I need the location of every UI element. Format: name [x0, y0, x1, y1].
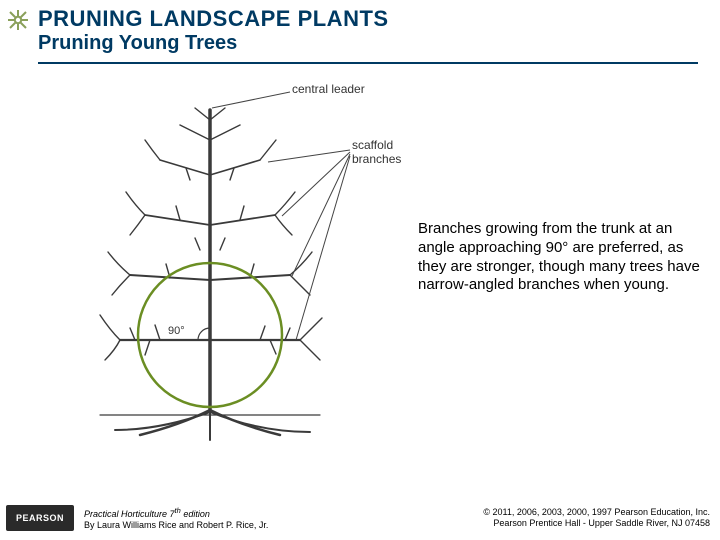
title-main: PRUNING LANDSCAPE PLANTS [38, 6, 700, 32]
copyright: © 2011, 2006, 2003, 2000, 1997 Pearson E… [483, 507, 710, 518]
body-paragraph: Branches growing from the trunk at an an… [418, 220, 708, 295]
label-central-leader: central leader [292, 82, 365, 96]
tree-diagram: central leader scaffold branches 90° [60, 80, 400, 460]
edition-word: edition [181, 509, 210, 519]
book-title: Practical Horticulture 7 [84, 509, 175, 519]
footer-right: © 2011, 2006, 2003, 2000, 1997 Pearson E… [483, 507, 710, 529]
address: Pearson Prentice Hall - Upper Saddle Riv… [483, 518, 710, 529]
header-rule [38, 62, 698, 64]
slide-footer: PEARSON Practical Horticulture 7th editi… [0, 496, 720, 540]
pearson-logo: PEARSON [6, 505, 74, 531]
footer-left: Practical Horticulture 7th edition By La… [84, 506, 268, 531]
authors: By Laura Williams Rice and Robert P. Ric… [84, 520, 268, 531]
label-angle: 90° [168, 325, 185, 337]
label-scaffold-1: scaffold [352, 138, 393, 152]
bullet-asterisk-icon [6, 8, 30, 32]
title-sub: Pruning Young Trees [38, 32, 700, 55]
slide-header: PRUNING LANDSCAPE PLANTS Pruning Young T… [38, 6, 700, 55]
label-scaffold-2: branches [352, 152, 401, 166]
